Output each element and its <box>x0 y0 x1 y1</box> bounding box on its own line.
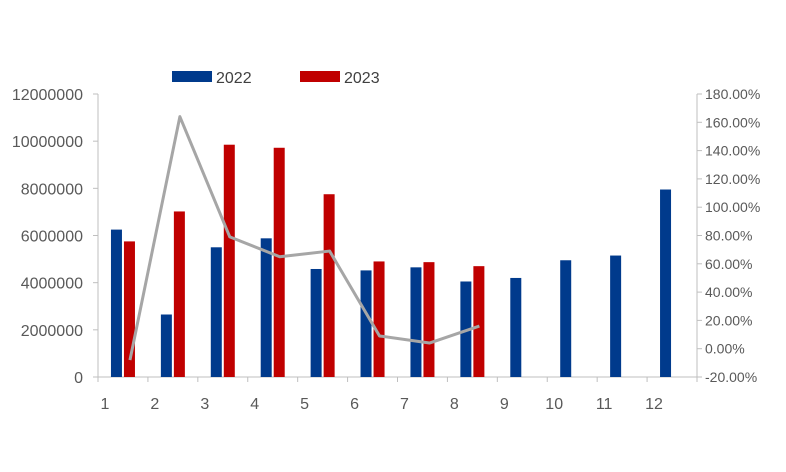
bar-2023-4 <box>273 147 285 377</box>
bar-2022-1 <box>110 229 122 377</box>
left-y-tick-label: 12000000 <box>12 87 83 104</box>
right-y-tick-label: 40.00% <box>705 284 752 300</box>
left-y-tick-label: 6000000 <box>21 229 83 246</box>
x-tick-label: 4 <box>250 396 259 413</box>
x-tick-label: 6 <box>350 396 359 413</box>
left-y-tick-label: 10000000 <box>12 134 83 151</box>
bar-2022-7 <box>410 267 422 377</box>
right-y-tick-label: 120.00% <box>705 171 760 187</box>
bar-2023-6 <box>373 261 385 377</box>
right-y-tick-label: 20.00% <box>705 312 752 328</box>
left-y-tick-label: 0 <box>74 370 83 387</box>
right-y-tick-label: -20.00% <box>705 369 757 385</box>
x-tick-label: 10 <box>545 396 563 413</box>
right-y-tick-label: 180.00% <box>705 86 760 102</box>
x-tick-label: 9 <box>500 396 509 413</box>
right-y-tick-label: 160.00% <box>705 114 760 130</box>
bar-2023-1 <box>123 241 135 377</box>
left-y-tick-label: 2000000 <box>21 323 83 340</box>
legend-swatch-2023 <box>300 71 340 82</box>
bar-2022-10 <box>560 260 572 377</box>
bar-2022-3 <box>210 247 222 377</box>
right-y-tick-label: 140.00% <box>705 143 760 159</box>
x-tick-label: 12 <box>645 396 663 413</box>
left-y-tick-label: 8000000 <box>21 181 83 198</box>
right-y-tick-label: 60.00% <box>705 256 752 272</box>
legend-label-2022: 2022 <box>216 70 252 87</box>
right-y-tick-label: 80.00% <box>705 228 752 244</box>
x-tick-label: 8 <box>450 396 459 413</box>
bar-2022-2 <box>160 314 172 377</box>
bar-2022-11 <box>610 255 622 377</box>
x-tick-label: 2 <box>150 396 159 413</box>
right-y-tick-label: 100.00% <box>705 199 760 215</box>
bar-2023-5 <box>323 194 335 377</box>
x-tick-label: 1 <box>101 396 110 413</box>
bar-2022-6 <box>360 270 372 377</box>
right-y-tick-label: 0.00% <box>705 341 745 357</box>
legend-label-2023: 2023 <box>344 70 380 87</box>
bar-2022-9 <box>510 277 522 377</box>
x-tick-label: 5 <box>300 396 309 413</box>
bar-2023-8 <box>473 266 485 377</box>
bar-2023-2 <box>173 211 185 377</box>
bar-2023-7 <box>423 262 435 377</box>
x-tick-label: 7 <box>400 396 409 413</box>
x-tick-label: 3 <box>200 396 209 413</box>
line-series-0 <box>128 115 480 361</box>
bar-2022-5 <box>310 268 322 377</box>
left-y-tick-label: 4000000 <box>21 276 83 293</box>
bar-2022-4 <box>260 238 272 377</box>
legend-swatch-2022 <box>172 71 212 82</box>
bar-2023-3 <box>223 144 235 377</box>
bar-2022-12 <box>660 189 672 377</box>
x-tick-label: 11 <box>596 396 613 413</box>
